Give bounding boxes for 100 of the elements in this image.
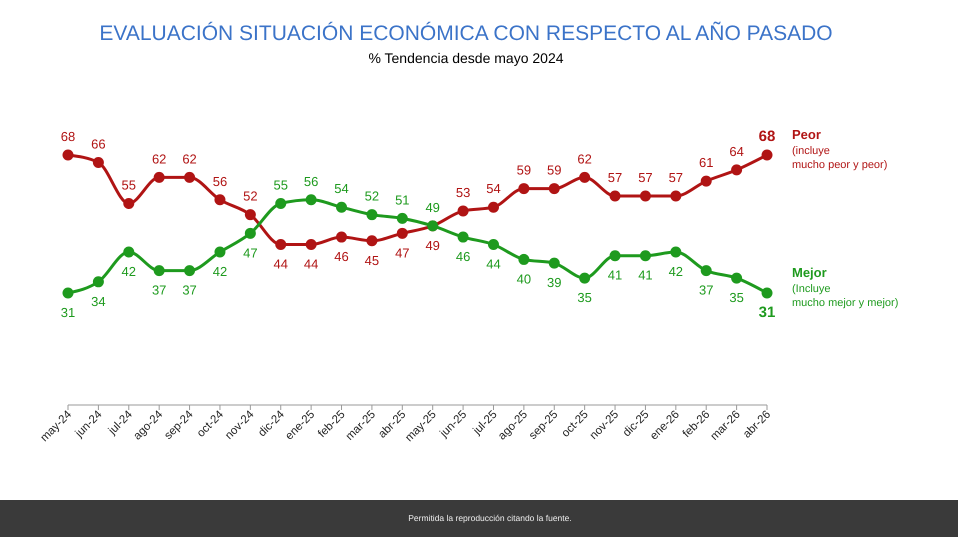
data-label: 49: [425, 238, 440, 253]
point: [184, 172, 196, 183]
data-label: 41: [608, 268, 622, 283]
point: [700, 176, 712, 187]
data-label: 55: [122, 177, 136, 192]
point: [548, 183, 560, 194]
data-label: 46: [456, 249, 470, 264]
data-label: 34: [91, 294, 106, 309]
text: Permitida la reproducción citando la fuente.: [408, 513, 572, 523]
point: [579, 172, 590, 183]
data-label: 56: [212, 174, 228, 189]
data-label: 52: [364, 188, 380, 204]
data-label: 51: [395, 192, 410, 208]
data-label: 44: [304, 256, 318, 272]
data-label: 62: [152, 151, 166, 166]
point: [579, 272, 590, 284]
point: [184, 265, 196, 276]
data-label: 40: [516, 271, 532, 286]
data-label: 59: [516, 162, 532, 178]
data-label: 31: [758, 304, 776, 321]
point: [640, 190, 651, 202]
point: [366, 209, 378, 220]
point: [458, 232, 469, 243]
point: [154, 172, 165, 183]
series-label: Peor: [792, 127, 821, 142]
data-label: 57: [668, 170, 684, 186]
data-label: 35: [729, 290, 744, 306]
series-label: Mejor: [792, 265, 827, 280]
data-label: 39: [547, 275, 562, 290]
data-label: 42: [212, 264, 228, 279]
point: [214, 194, 226, 206]
point: [670, 190, 682, 202]
chart-subtitle: % Tendencia desde mayo 2024: [368, 50, 564, 66]
chart-title: EVALUACIÓN SITUACIÓN ECONÓMICA CON RESPECTO AL AÑO PASADO: [99, 21, 833, 45]
data-label: 61: [698, 155, 714, 170]
data-label: 62: [182, 151, 197, 166]
point: [244, 228, 256, 239]
data-label: 45: [364, 252, 380, 268]
point: [396, 228, 408, 239]
data-label: 56: [304, 174, 318, 189]
point: [275, 239, 286, 250]
point: [244, 209, 256, 220]
data-label: 59: [547, 162, 562, 178]
point: [306, 239, 317, 250]
data-label: 31: [60, 305, 76, 320]
data-label: 55: [274, 177, 288, 192]
data-label: 42: [668, 264, 684, 279]
point: [700, 265, 712, 276]
data-label: 52: [243, 188, 258, 204]
data-label: 66: [91, 136, 106, 152]
point: [306, 194, 317, 206]
data-label: 44: [486, 256, 501, 272]
data-label: 62: [577, 151, 592, 166]
data-label: 46: [334, 249, 349, 264]
text: (incluye mucho peor y peor): [792, 145, 888, 171]
point: [518, 183, 530, 194]
data-label: 68: [758, 128, 776, 145]
point: [518, 254, 530, 265]
point: [123, 198, 134, 209]
point: [610, 190, 621, 202]
point: [154, 265, 165, 276]
point: [458, 205, 469, 216]
point: [731, 272, 742, 284]
point: [488, 202, 499, 213]
point: [670, 246, 682, 258]
point: [396, 212, 408, 224]
point: [548, 258, 560, 269]
data-label: 47: [395, 245, 410, 260]
data-label: 35: [577, 290, 592, 306]
data-label: 64: [729, 144, 744, 159]
point: [62, 150, 74, 160]
data-label: 57: [608, 170, 622, 186]
data-label: 54: [334, 181, 349, 196]
point: [123, 246, 134, 258]
data-label: 57: [638, 170, 653, 186]
point: [336, 202, 348, 213]
data-label: 44: [274, 256, 288, 272]
data-label: 37: [182, 282, 197, 298]
data-label: 47: [243, 245, 258, 260]
data-label: 54: [486, 181, 501, 196]
data-label: 41: [638, 268, 653, 283]
point: [62, 288, 74, 298]
point: [610, 250, 621, 262]
point: [92, 276, 104, 288]
data-label: 37: [698, 282, 714, 298]
data-label: 68: [60, 129, 76, 144]
data-label: 42: [122, 264, 136, 279]
point: [92, 156, 104, 168]
point: [214, 246, 226, 258]
point: [275, 198, 286, 209]
data-label: 49: [425, 200, 440, 215]
point: [762, 150, 772, 160]
point: [366, 235, 378, 246]
data-label: 53: [456, 184, 470, 200]
point: [762, 288, 772, 298]
point: [488, 239, 499, 250]
data-label: 37: [152, 282, 166, 298]
point: [336, 232, 348, 243]
point: [731, 164, 742, 176]
text: (Incluye mucho mejor y mejor): [792, 283, 898, 309]
